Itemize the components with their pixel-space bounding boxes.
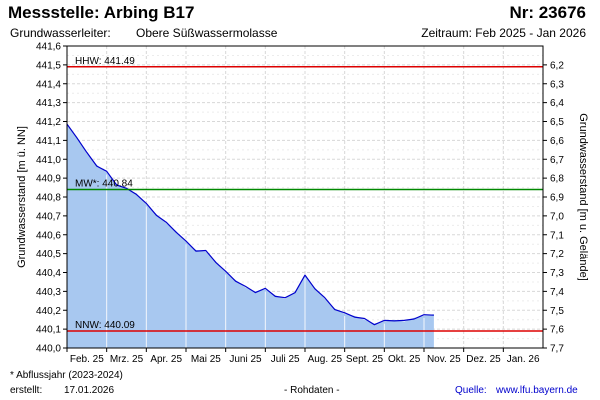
y2-tick-label: 6,5 <box>550 117 564 128</box>
y-tick-label: 440,6 <box>36 230 61 241</box>
station-number: Nr: 23676 <box>509 3 586 22</box>
footnote: * Abflussjahr (2023-2024) <box>10 370 123 381</box>
y2-tick-label: 6,3 <box>550 79 564 90</box>
y2-tick-label: 7,6 <box>550 325 564 336</box>
x-tick-label: Mrz. 25 <box>110 354 144 365</box>
x-tick-label: Feb. 25 <box>70 354 104 365</box>
reference-lines: HHW: 441.49 MW*: 440.84 NNW: 440.09 <box>67 56 543 332</box>
right-axis: 6,2 6,3 6,4 6,5 6,6 6,7 6,8 6,9 7,0 7,1 7,2 7,3 7,4 7… <box>543 60 564 355</box>
y-tick-label: 441,2 <box>36 117 61 128</box>
y-tick-label: 440,3 <box>36 287 61 298</box>
x-axis: Feb. 25 Mrz. 25 Apr. 25 Mai 25 Juni 25 Juli 2… <box>66 348 540 365</box>
y2-tick-label: 7,3 <box>550 268 564 279</box>
y-tick-label: 441,3 <box>36 98 61 109</box>
x-tick-label: Sept. 25 <box>346 354 384 365</box>
reference-label-nnw: NNW: 440.09 <box>75 320 135 331</box>
y-tick-label: 441,1 <box>36 136 61 147</box>
y-tick-label: 440,7 <box>36 211 61 222</box>
x-tick-label: Nov. 25 <box>427 354 461 365</box>
x-tick-label: Jan. 26 <box>507 354 540 365</box>
y2-tick-label: 6,6 <box>550 136 564 147</box>
left-axis: 440,0 440,1 440,2 440,3 440,4 440,5 440,6 440,7… <box>36 42 67 355</box>
x-tick-label: Okt. 25 <box>388 354 421 365</box>
y-tick-label: 441,6 <box>36 42 61 53</box>
y2-tick-label: 7,5 <box>550 306 564 317</box>
y-tick-label: 441,0 <box>36 155 61 166</box>
y2-tick-label: 7,0 <box>550 211 564 222</box>
y2-tick-label: 6,4 <box>550 98 564 109</box>
y2-tick-label: 6,7 <box>550 155 564 166</box>
x-tick-label: Apr. 25 <box>150 354 182 365</box>
y2-tick-label: 6,2 <box>550 60 564 71</box>
y2-tick-label: 7,7 <box>550 344 564 355</box>
y2-tick-label: 7,1 <box>550 230 564 241</box>
y-axis-title-right: Grundwasserstand [m u. Gelände] <box>577 113 589 281</box>
series-area <box>67 125 434 348</box>
y2-tick-label: 7,2 <box>550 249 564 260</box>
y-tick-label: 441,4 <box>36 79 61 90</box>
y-axis-title-left: Grundwasserstand [m ü. NN] <box>16 126 28 268</box>
reference-label-hhw: HHW: 441.49 <box>75 56 135 67</box>
x-tick-label: Juli 25 <box>271 354 300 365</box>
y-tick-label: 440,0 <box>36 344 61 355</box>
created-label: erstellt: <box>10 385 43 396</box>
y-tick-label: 440,9 <box>36 174 61 185</box>
aquifer-value: Obere Süßwassermolasse <box>136 26 278 40</box>
x-tick-label: Mai 25 <box>191 354 221 365</box>
source-label: Quelle: <box>455 385 487 396</box>
y-tick-label: 440,2 <box>36 306 61 317</box>
chart-title: Messstelle: Arbing B17 <box>8 3 195 22</box>
y-tick-label: 441,5 <box>36 60 61 71</box>
y2-tick-label: 6,9 <box>550 193 564 204</box>
aquifer-label: Grundwasserleiter: <box>10 26 111 40</box>
x-tick-label: Aug. 25 <box>308 354 343 365</box>
y-tick-label: 440,5 <box>36 249 61 260</box>
raw-data-note: - Rohdaten - <box>284 385 340 396</box>
source-link[interactable]: www.lfu.bayern.de <box>496 385 578 396</box>
y2-tick-label: 6,8 <box>550 174 564 185</box>
x-tick-label: Juni 25 <box>229 354 262 365</box>
y2-tick-label: 7,4 <box>550 287 564 298</box>
reference-label-mw: MW*: 440.84 <box>75 178 133 189</box>
y-tick-label: 440,4 <box>36 268 61 279</box>
y-tick-label: 440,8 <box>36 193 61 204</box>
created-date: 17.01.2026 <box>64 385 115 396</box>
y-tick-label: 440,1 <box>36 325 61 336</box>
period-label: Zeitraum: Feb 2025 - Jan 2026 <box>421 26 586 40</box>
x-tick-label: Dez. 25 <box>466 354 501 365</box>
